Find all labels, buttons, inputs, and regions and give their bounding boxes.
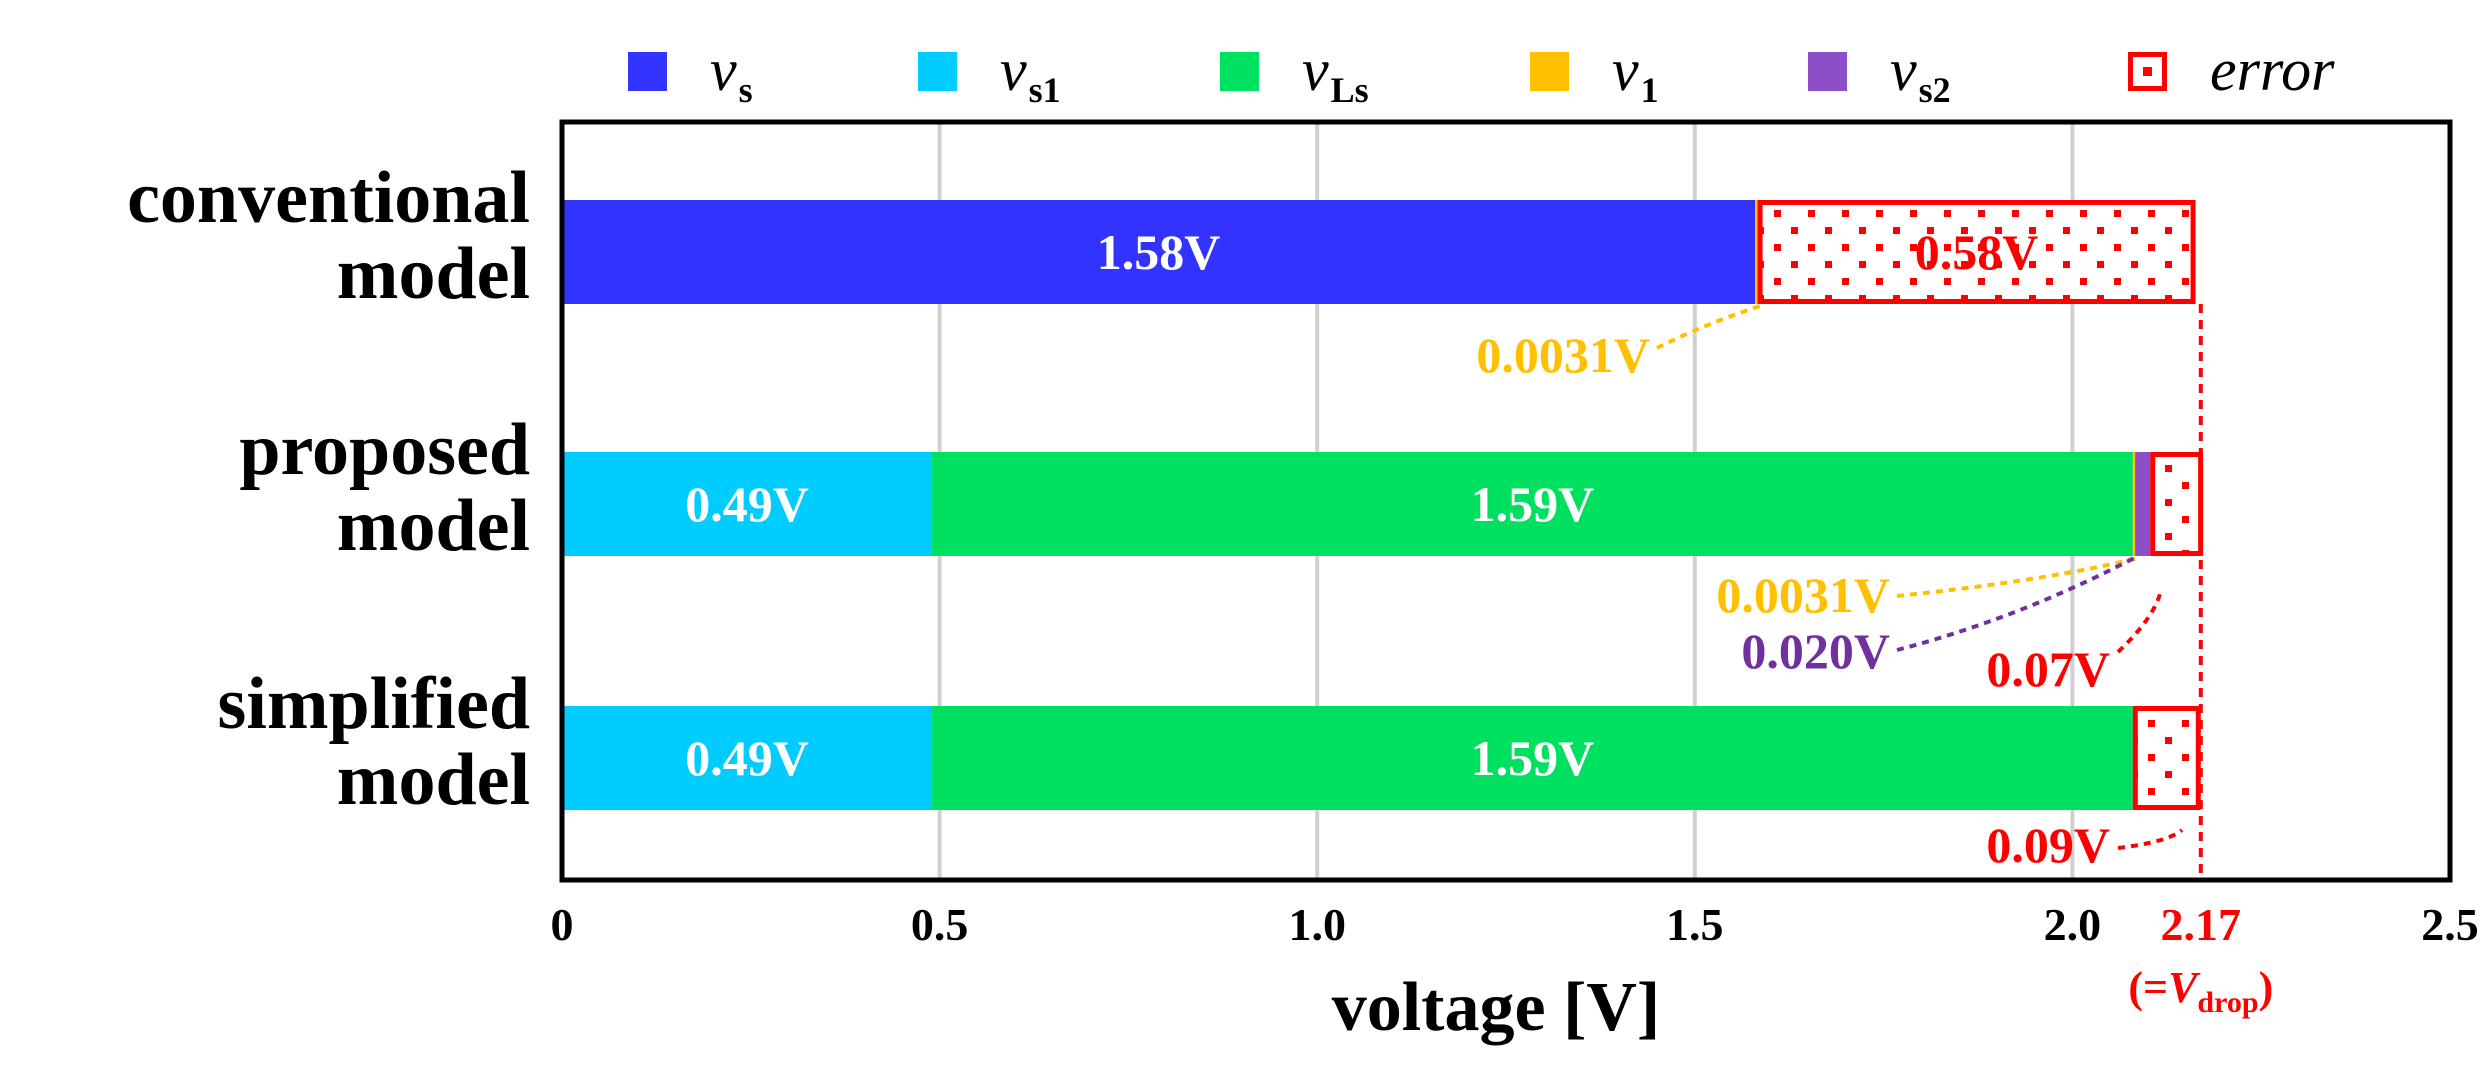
bar-error bbox=[2132, 706, 2201, 810]
legend-swatch bbox=[918, 52, 957, 91]
legend-label: v1 bbox=[1612, 37, 1659, 110]
category-label: conventional bbox=[127, 157, 530, 239]
legend: vs vs1 vLs v1 vs2 error bbox=[628, 37, 2335, 110]
legend-label: vs2 bbox=[1890, 37, 1951, 110]
bars: 1.58V 0.58V 0.49V 1.59V 0.49V 1.59V bbox=[562, 200, 2204, 810]
bar-error bbox=[2150, 452, 2204, 556]
x-axis-title: voltage [V] bbox=[1332, 969, 1661, 1046]
legend-swatch bbox=[2128, 52, 2167, 91]
category-label: simplified bbox=[218, 663, 530, 745]
bar-error bbox=[1757, 200, 2196, 304]
callout-leader bbox=[1656, 304, 1761, 350]
reference-value-label: 2.17 bbox=[2161, 899, 2242, 950]
x-tick-label: 2.5 bbox=[2421, 899, 2479, 950]
x-tick-label: 1.5 bbox=[1666, 899, 1724, 950]
category-label: proposed bbox=[239, 409, 530, 491]
category-label: model bbox=[337, 485, 530, 567]
legend-swatch bbox=[628, 52, 667, 91]
x-tick-label: 0.5 bbox=[911, 899, 969, 950]
callout-leader bbox=[1896, 556, 2139, 598]
plot-frame bbox=[559, 119, 2453, 883]
callout-leader bbox=[2117, 828, 2184, 850]
legend-swatch bbox=[1220, 52, 1259, 91]
legend-label: vLs bbox=[1302, 37, 1369, 110]
x-tick-label: 2.0 bbox=[2044, 899, 2102, 950]
category-label: model bbox=[337, 739, 530, 821]
bar-vs1 bbox=[562, 706, 933, 810]
callout-label: 0.09V bbox=[1986, 817, 2110, 873]
legend-label: vs bbox=[710, 37, 753, 110]
bar-value-label: 0.58V bbox=[1915, 224, 2039, 280]
bar-vs1 bbox=[562, 452, 933, 556]
callout-leader bbox=[2116, 593, 2162, 654]
callout-label: 0.020V bbox=[1741, 623, 1890, 679]
bar-vs bbox=[562, 200, 1756, 304]
bar-value-label: 0.49V bbox=[685, 730, 809, 786]
bar-value-label: 1.58V bbox=[1097, 224, 1221, 280]
legend-label: error bbox=[2210, 37, 2335, 103]
x-tick-labels: 0 0.5 1.0 1.5 2.0 2.5 bbox=[551, 899, 2479, 950]
legend-swatch bbox=[1808, 52, 1847, 91]
category-labels: conventionalmodelproposedmodelsimplified… bbox=[127, 157, 530, 821]
bar-value-label: 1.59V bbox=[1471, 730, 1595, 786]
legend-swatch bbox=[1530, 52, 1569, 91]
legend-label: vs1 bbox=[1000, 37, 1061, 110]
callout-label: 0.07V bbox=[1986, 641, 2110, 697]
reference-line: 2.17 (=Vdrop) bbox=[2128, 304, 2273, 1019]
bar-v1 bbox=[1755, 200, 1759, 304]
bar-value-label: 1.59V bbox=[1471, 476, 1595, 532]
bar-vLs bbox=[932, 706, 2133, 810]
bar-value-label: 0.49V bbox=[685, 476, 809, 532]
bar-v1 bbox=[2132, 452, 2136, 556]
bar-vs2 bbox=[2135, 452, 2151, 556]
x-tick-label: 0 bbox=[551, 899, 574, 950]
bar-vLs bbox=[932, 452, 2133, 556]
reference-sublabel: (=Vdrop) bbox=[2128, 963, 2273, 1019]
callout-label: 0.0031V bbox=[1716, 567, 1890, 623]
category-label: model bbox=[337, 233, 530, 315]
callout-leader bbox=[1896, 554, 2139, 652]
legend-swatch-dot bbox=[2143, 67, 2152, 76]
x-tick-label: 1.0 bbox=[1288, 899, 1346, 950]
callout-label: 0.0031V bbox=[1476, 327, 1650, 383]
